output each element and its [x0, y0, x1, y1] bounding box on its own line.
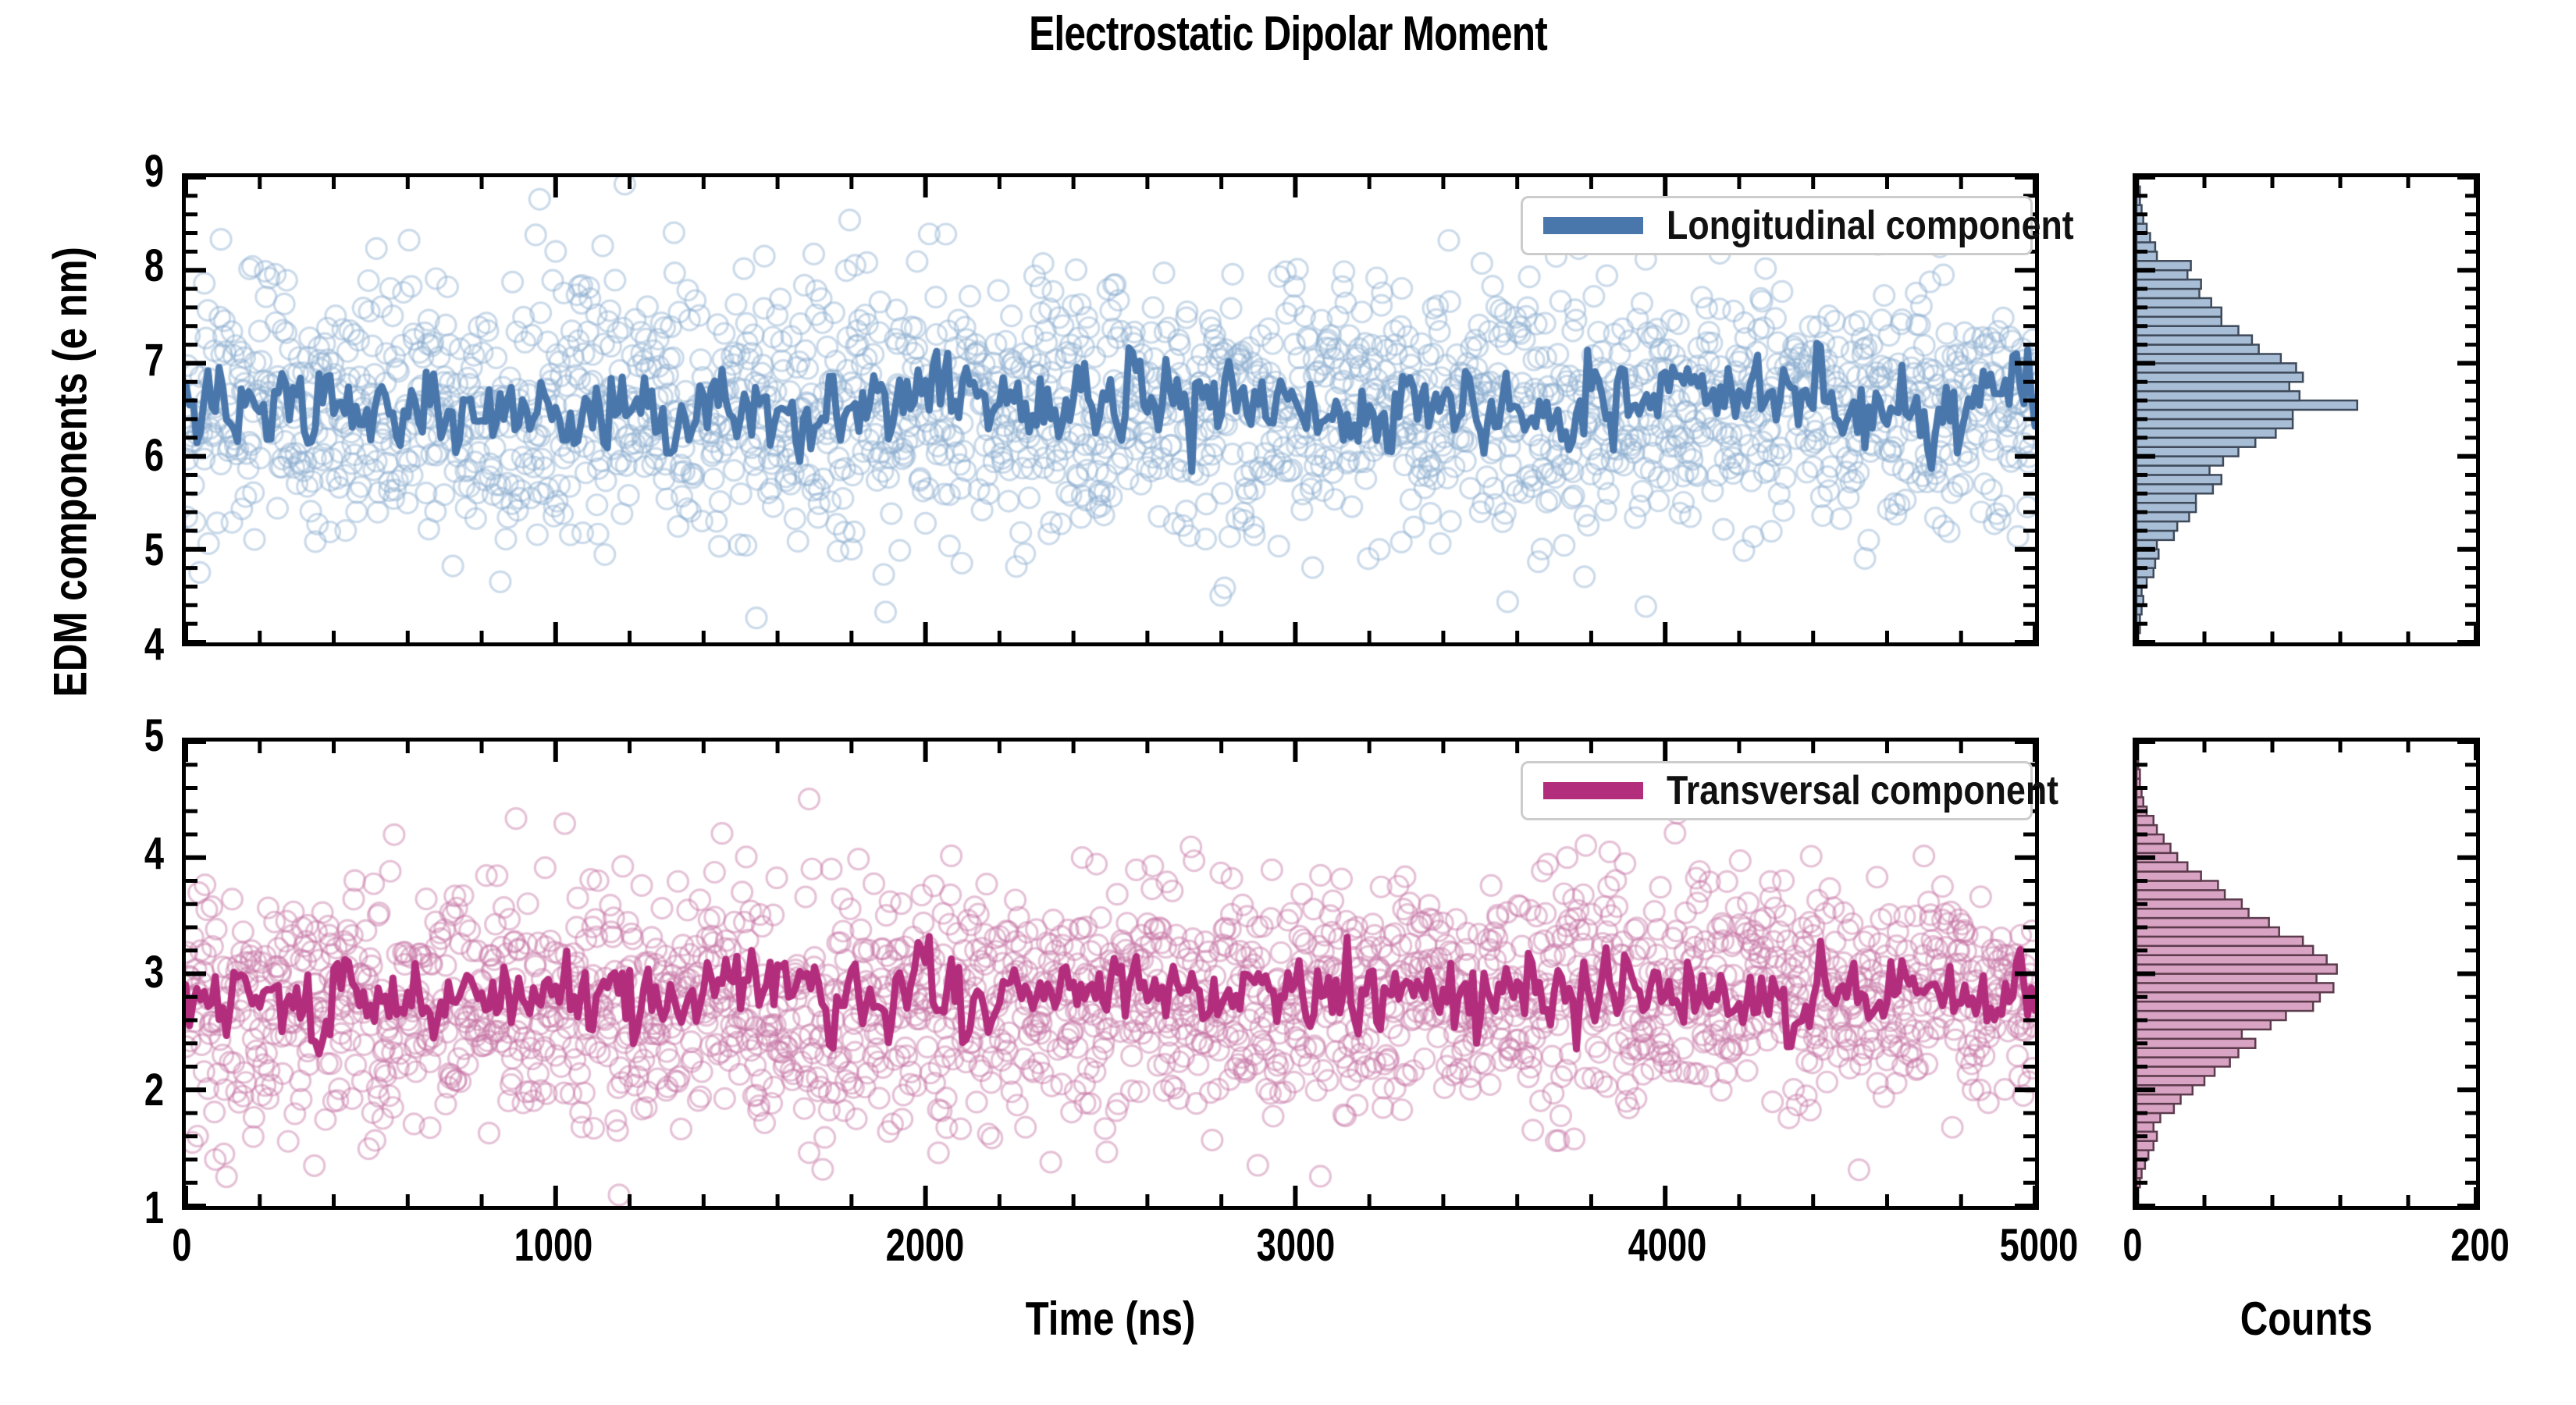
- histogram-bar: [2137, 1037, 2257, 1049]
- histogram-bar: [2137, 483, 2215, 495]
- histogram-bar: [2137, 343, 2260, 355]
- histogram-bar: [2137, 353, 2282, 365]
- histogram-bar: [2137, 1168, 2143, 1179]
- legend-swatch-transversal: [1543, 782, 1643, 799]
- histogram-bar: [2137, 408, 2294, 421]
- histogram-bar: [2137, 418, 2294, 430]
- histogram-bar: [2137, 1093, 2182, 1105]
- histogram-bar: [2137, 1140, 2154, 1151]
- x-tick-counts-0: 0: [2122, 1220, 2143, 1271]
- y-tick-bottom-3: 3: [144, 946, 164, 998]
- histogram-bar: [2137, 1075, 2206, 1087]
- histogram-bars: [2137, 742, 2476, 1206]
- legend-transversal[interactable]: Transversal component: [1521, 761, 2058, 820]
- y-tick-top-4: 4: [144, 619, 164, 670]
- histogram-bar: [2137, 954, 2328, 966]
- histogram-bar: [2137, 464, 2211, 476]
- histogram-bar: [2137, 389, 2301, 402]
- y-tick-top-7: 7: [144, 335, 164, 386]
- histogram-bar: [2137, 907, 2250, 919]
- legend-longitudinal[interactable]: Longitudinal component: [1521, 196, 2074, 255]
- x-tick-time-0: 0: [172, 1220, 192, 1271]
- x-tick-time-1000: 1000: [514, 1220, 593, 1271]
- y-tick-top-6: 6: [144, 429, 164, 481]
- x-tick-counts-200: 200: [2450, 1220, 2510, 1271]
- histogram-longitudinal: [2133, 173, 2480, 646]
- histogram-bar: [2137, 768, 2141, 780]
- x-tick-time-3000: 3000: [1257, 1220, 1336, 1271]
- histogram-bar: [2137, 297, 2212, 309]
- histogram-bar: [2137, 1056, 2231, 1068]
- chart-title: Electrostatic Dipolar Moment: [1029, 7, 1548, 61]
- histogram-bar: [2137, 880, 2219, 891]
- legend-label-longitudinal: Longitudinal component: [1667, 203, 2074, 248]
- histogram-bar: [2137, 963, 2338, 975]
- histogram-bar: [2137, 926, 2280, 938]
- histogram-bars: [2137, 177, 2476, 642]
- histogram-bar: [2137, 898, 2243, 910]
- y-tick-bottom-1: 1: [144, 1183, 164, 1233]
- histogram-bar: [2137, 427, 2277, 439]
- histogram-bar: [2137, 1047, 2240, 1058]
- y-tick-bottom-5: 5: [144, 710, 164, 761]
- histogram-bar: [2137, 861, 2189, 873]
- histogram-bar: [2137, 796, 2144, 808]
- panel-transversal: [182, 738, 2039, 1210]
- y-tick-bottom-4: 4: [144, 828, 164, 880]
- histogram-bar: [2137, 944, 2314, 956]
- histogram-bar: [2137, 889, 2226, 901]
- y-tick-top-5: 5: [144, 524, 164, 575]
- histogram-bar: [2137, 1009, 2287, 1022]
- histogram-bar: [2137, 399, 2358, 411]
- histogram-bar: [2137, 991, 2322, 1003]
- histogram-bar: [2137, 842, 2172, 855]
- x-tick-time-4000: 4000: [1628, 1220, 1707, 1271]
- histogram-bar: [2137, 1000, 2314, 1012]
- histogram-bar: [2137, 973, 2318, 984]
- histogram-bar: [2137, 334, 2254, 346]
- x-axis-label-time: Time (ns): [1025, 1293, 1196, 1345]
- x-tick-time-5000: 5000: [1999, 1220, 2079, 1271]
- histogram-bar: [2137, 325, 2240, 336]
- histogram-bar: [2137, 1028, 2243, 1040]
- histogram-bar: [2137, 372, 2304, 383]
- histogram-transversal: [2133, 738, 2480, 1210]
- histogram-bar: [2137, 474, 2222, 486]
- histogram-bar: [2137, 436, 2257, 448]
- histogram-bar: [2137, 362, 2297, 374]
- histogram-bar: [2137, 1019, 2272, 1031]
- histogram-bar: [2137, 814, 2154, 827]
- histogram-bar: [2137, 1121, 2154, 1133]
- histogram-bar: [2137, 982, 2335, 994]
- histogram-bar: [2137, 935, 2304, 948]
- legend-swatch-longitudinal: [1543, 217, 1643, 234]
- axis-ticks: [186, 177, 2035, 642]
- histogram-bar: [2137, 1065, 2216, 1077]
- histogram-bar: [2137, 916, 2270, 929]
- histogram-bar: [2137, 315, 2222, 327]
- y-tick-top-9: 9: [144, 146, 164, 197]
- x-axis-label-counts: Counts: [2240, 1293, 2373, 1345]
- histogram-bar: [2137, 260, 2192, 272]
- histogram-bar: [2137, 306, 2222, 318]
- y-tick-bottom-2: 2: [144, 1064, 164, 1115]
- x-tick-time-2000: 2000: [885, 1220, 964, 1271]
- legend-label-transversal: Transversal component: [1667, 768, 2059, 813]
- y-tick-top-8: 8: [144, 240, 164, 292]
- histogram-bar: [2137, 380, 2290, 393]
